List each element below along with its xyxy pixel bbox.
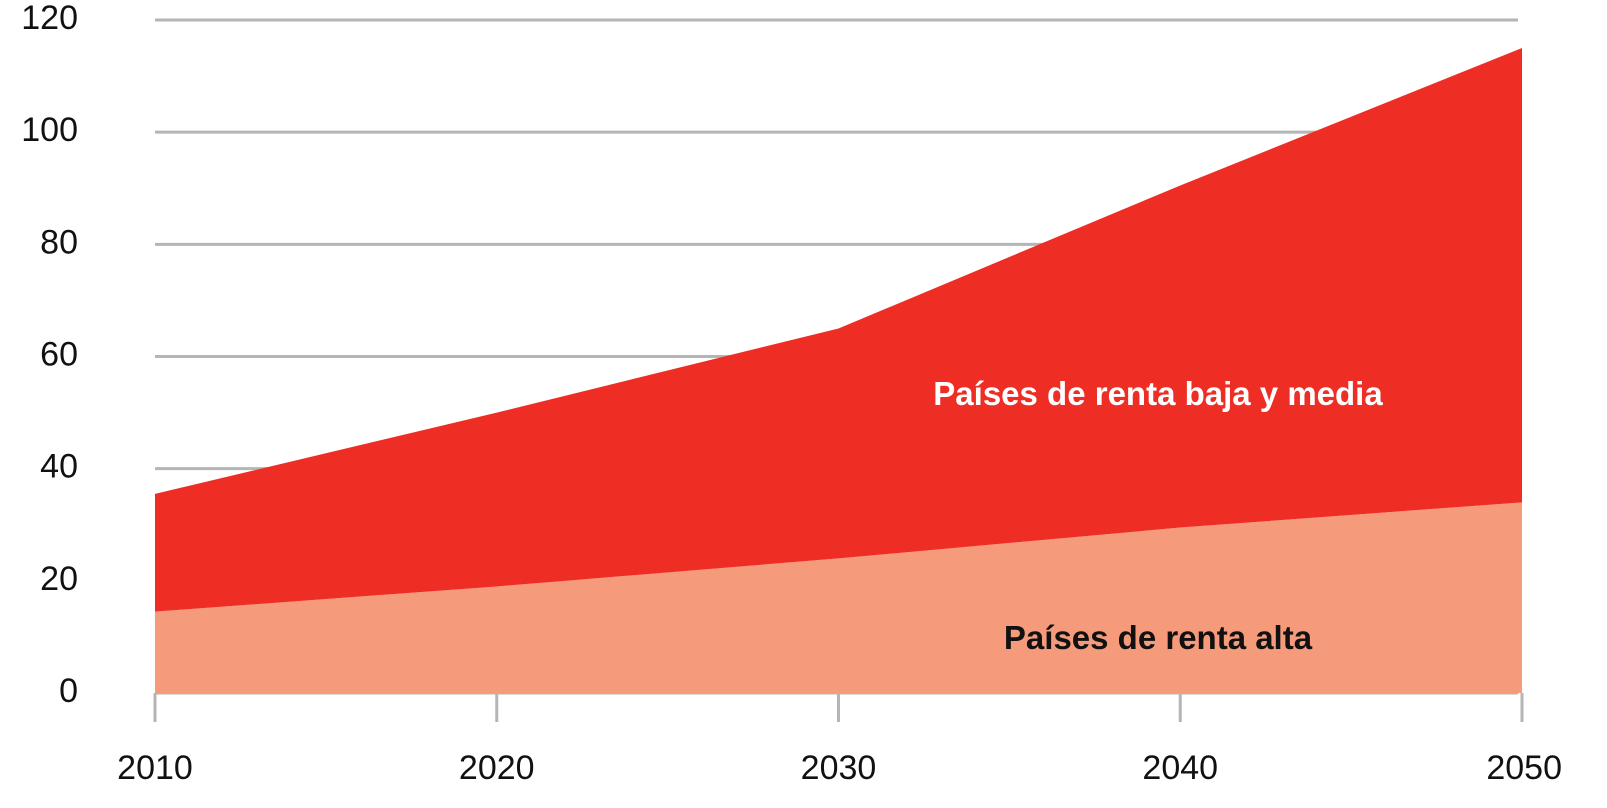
- y-tick-label: 120: [21, 0, 78, 37]
- x-tick-label: 2010: [117, 749, 193, 787]
- series-label: Países de renta alta: [1004, 619, 1313, 656]
- y-tick-label: 80: [40, 223, 78, 261]
- y-tick-label: 60: [40, 335, 78, 373]
- area: [155, 502, 1522, 693]
- area: [155, 48, 1522, 612]
- x-tick-label: 2020: [459, 749, 535, 787]
- y-tick-label: 100: [21, 111, 78, 149]
- x-tick-label: 2030: [801, 749, 877, 787]
- series-label: Países de renta baja y media: [933, 375, 1383, 412]
- x-tick-label: 2040: [1142, 749, 1218, 787]
- y-tick-label: 40: [40, 448, 78, 486]
- y-tick-label: 20: [40, 560, 78, 598]
- y-tick-label: 0: [59, 672, 78, 710]
- x-tick-label: 2050: [1486, 749, 1562, 787]
